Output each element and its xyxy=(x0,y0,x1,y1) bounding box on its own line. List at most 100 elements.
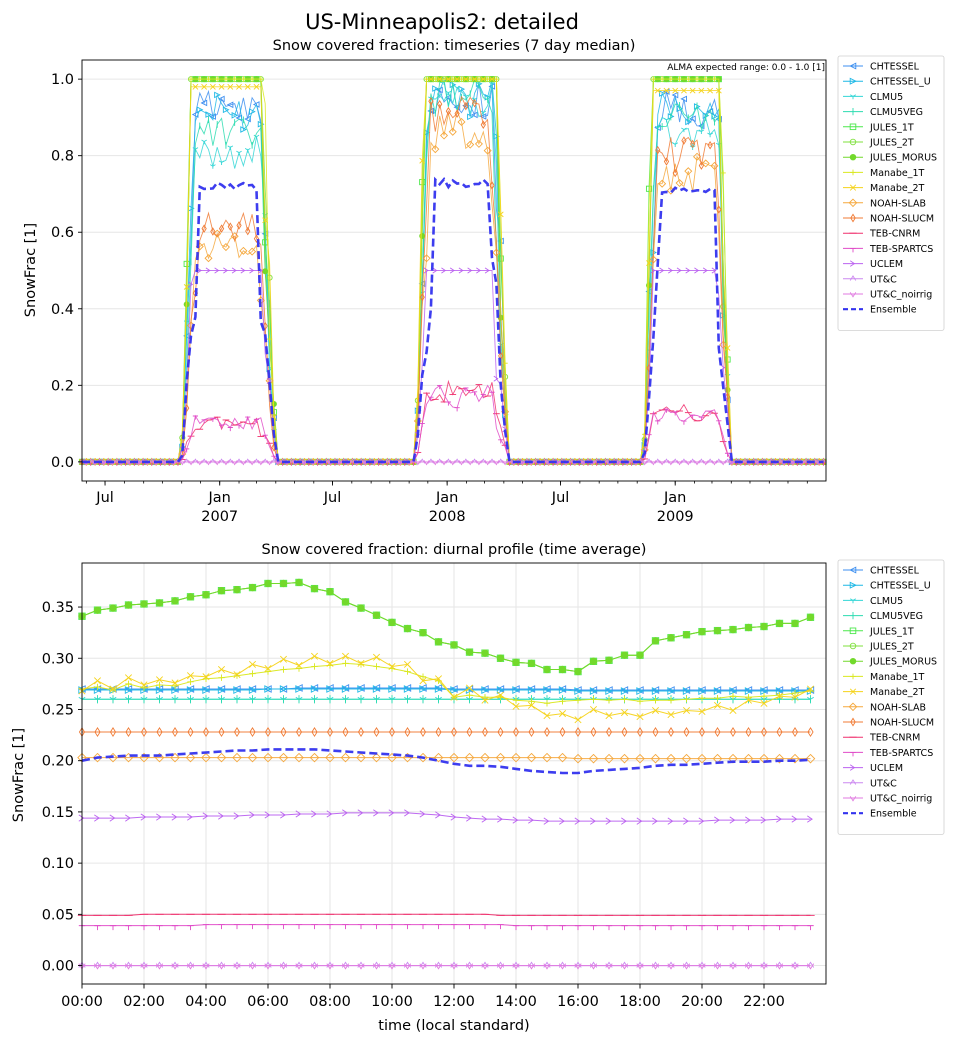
point-manabe-1t xyxy=(668,76,674,82)
legend-marker-chtessel xyxy=(849,566,857,574)
point-chtessel-u xyxy=(682,687,691,695)
point-teb-spartcs xyxy=(663,408,670,413)
point-manabe-2t xyxy=(248,660,257,668)
point-manabe-2t xyxy=(497,211,504,218)
point-ut-c xyxy=(244,458,251,464)
point-manabe-1t xyxy=(652,697,659,704)
point-manabe-1t xyxy=(574,697,582,704)
point-manabe-1t xyxy=(249,76,255,82)
point-uclem xyxy=(481,815,488,823)
point-jules-morus xyxy=(140,600,148,608)
point-ut-c-noirrig xyxy=(475,460,482,466)
point-teb-spartcs xyxy=(373,924,380,930)
point-ut-c-noirrig xyxy=(326,963,334,970)
point-noah-slucm xyxy=(295,726,303,738)
x-tick-label: 20:00 xyxy=(681,994,723,1010)
point-noah-slab xyxy=(278,752,289,763)
point-chtessel xyxy=(635,686,644,694)
point-ut-c-noirrig xyxy=(481,963,489,970)
diurnal-ylabel: SnowFrac [1] xyxy=(11,728,27,822)
timeseries-legend: CHTESSEL CHTESSEL_U CLMU5 CLMU5VEG JULES_1T J… xyxy=(837,55,945,331)
point-noah-slab xyxy=(619,753,630,764)
point-jules-morus xyxy=(481,649,489,657)
point-manabe-1t xyxy=(676,76,683,82)
legend-marker-teb-spartcs xyxy=(850,247,856,253)
y-tick-label: 0.0 xyxy=(51,455,74,471)
point-ut-c-noirrig xyxy=(806,963,815,970)
point-jules-morus xyxy=(698,628,706,636)
point-ut-c xyxy=(689,458,696,464)
point-teb-spartcs xyxy=(646,434,652,439)
point-noah-slucm xyxy=(437,99,443,109)
point-teb-spartcs xyxy=(435,924,442,930)
y-tick-label: 0.00 xyxy=(42,959,74,975)
point-ut-c-noirrig xyxy=(744,963,753,970)
diurnal-xlabel: time (local standard) xyxy=(378,1018,529,1034)
point-manabe-1t xyxy=(714,695,721,702)
y-tick-label: 0.20 xyxy=(42,754,74,770)
point-uclem xyxy=(125,814,131,822)
point-noah-slab xyxy=(201,752,211,763)
point-noah-slucm xyxy=(667,726,675,738)
legend-marker-teb-spartcs xyxy=(850,751,856,757)
y-tick-label: 0.35 xyxy=(42,600,74,616)
point-uclem xyxy=(450,813,457,821)
point-chtessel-u xyxy=(558,686,567,694)
point-chtessel-u xyxy=(729,687,738,695)
legend-marker-noah-slab xyxy=(848,198,858,208)
point-jules-1t xyxy=(645,185,653,192)
point-manabe-1t xyxy=(205,76,212,82)
point-teb-spartcs xyxy=(184,448,190,453)
point-teb-spartcs xyxy=(716,420,722,425)
point-ut-c-noirrig xyxy=(109,963,117,970)
point-ut-c-noirrig xyxy=(240,460,247,466)
point-clmu5 xyxy=(681,127,687,133)
point-manabe-2t xyxy=(543,712,551,720)
point-manabe-2t xyxy=(681,87,687,94)
point-jules-morus xyxy=(109,604,117,612)
point-chtessel-u xyxy=(493,133,500,140)
point-manabe-2t xyxy=(806,685,815,693)
point-manabe-2t xyxy=(436,76,443,83)
point-uclem xyxy=(659,267,665,274)
point-ut-c-noirrig xyxy=(465,963,474,970)
point-manabe-2t xyxy=(93,677,102,685)
point-teb-spartcs xyxy=(776,925,783,931)
point-uclem xyxy=(171,813,178,821)
point-ut-c-noirrig xyxy=(574,963,582,970)
series-jules-morus xyxy=(78,578,815,676)
point-manabe-2t xyxy=(729,706,737,715)
point-ut-c-noirrig xyxy=(789,460,796,466)
point-manabe-2t xyxy=(707,87,714,94)
point-uclem xyxy=(484,267,490,274)
point-clmu5 xyxy=(707,132,713,138)
point-ut-c-noirrig xyxy=(432,460,439,466)
point-manabe-1t xyxy=(683,696,690,703)
point-chtessel-u xyxy=(711,113,719,120)
point-ut-c-noirrig xyxy=(589,963,598,970)
point-uclem xyxy=(458,267,464,274)
y-tick-label: 0.25 xyxy=(42,702,74,718)
legend-label-uclem: UCLEM xyxy=(870,763,903,774)
point-ut-c-noirrig xyxy=(650,460,657,466)
point-manabe-2t xyxy=(236,83,242,90)
point-teb-spartcs xyxy=(140,925,148,931)
point-ut-c xyxy=(663,458,670,464)
point-uclem xyxy=(791,815,798,823)
point-jules-morus xyxy=(341,598,350,606)
point-ut-c-noirrig xyxy=(605,963,613,970)
point-uclem xyxy=(528,816,534,824)
point-teb-spartcs xyxy=(218,924,225,930)
legend-marker-jules-1t xyxy=(849,627,857,635)
point-chtessel xyxy=(372,684,381,692)
point-noah-slab xyxy=(294,752,304,763)
point-noah-slucm xyxy=(94,726,101,738)
point-uclem xyxy=(711,267,717,274)
point-teb-spartcs xyxy=(471,391,478,396)
point-noah-slab xyxy=(247,752,258,763)
legend-marker-manabe-1t xyxy=(850,673,856,680)
point-teb-spartcs xyxy=(109,925,117,931)
point-noah-slab xyxy=(573,753,583,764)
point-noah-slucm xyxy=(236,221,242,230)
point-jules-morus xyxy=(713,627,722,635)
